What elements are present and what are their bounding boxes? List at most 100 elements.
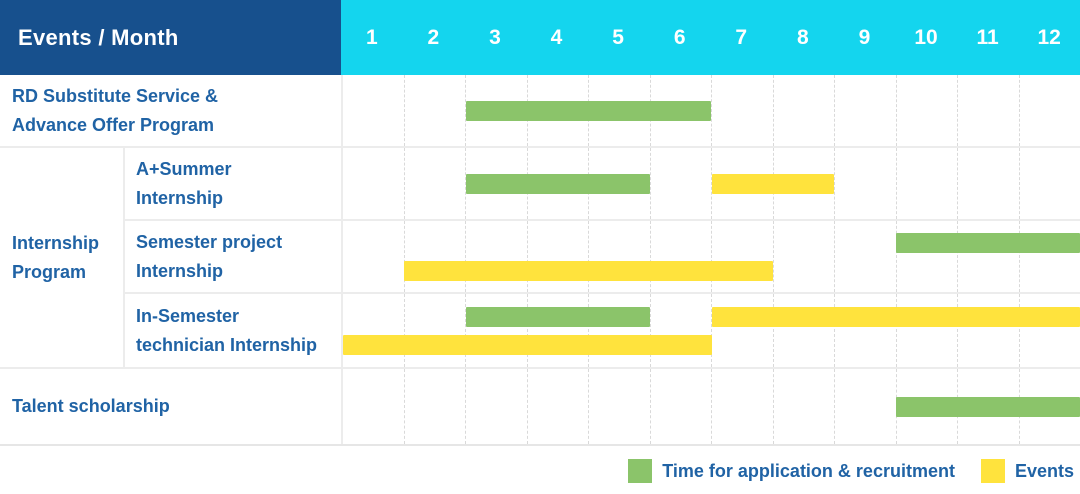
table-header-row: Events / Month 1 2 3 4 5 6 7 8 9 10 11 12 — [0, 0, 1080, 75]
bar-application — [895, 232, 1080, 253]
month-header-11: 11 — [976, 25, 999, 49]
legend-item-application: Time for application & recruitment — [628, 459, 955, 483]
group-label-internship-program: Internship Program — [0, 148, 125, 367]
row-label-line: Internship — [136, 260, 224, 281]
row-chart-area-in-semester-technician-internship — [341, 294, 1080, 367]
month-gridline — [835, 148, 897, 219]
table-row-semester-project-internship: Semester project Internship — [125, 221, 1080, 294]
bar-line — [343, 306, 1080, 327]
bar-event — [711, 306, 1080, 327]
month-grid — [343, 221, 1080, 292]
month-gridline — [958, 148, 1020, 219]
bar-application — [465, 173, 651, 194]
legend-label-application: Time for application & recruitment — [662, 460, 955, 481]
legend-swatch-application — [628, 459, 653, 483]
month-gridline — [774, 221, 835, 292]
row-label-talent-scholarship: Talent scholarship — [0, 369, 341, 444]
bar-application — [465, 100, 712, 121]
month-header-3: 3 — [489, 25, 501, 49]
month-gridline — [897, 294, 958, 367]
row-label-line: Talent scholarship — [12, 396, 170, 416]
bar-lines — [343, 148, 1080, 219]
month-header-4: 4 — [550, 25, 563, 49]
month-gridline — [712, 369, 774, 444]
month-gridline — [712, 221, 774, 292]
month-gridline — [835, 75, 897, 146]
month-header-7: 7 — [735, 25, 748, 49]
bar-event — [711, 173, 835, 194]
bar-application — [895, 396, 1080, 417]
bar-line — [343, 100, 1080, 121]
events-month-header-cell: Events / Month — [0, 0, 341, 75]
month-gridline — [343, 148, 405, 219]
bar-lines — [343, 75, 1080, 146]
month-gridline — [528, 369, 589, 444]
month-header-strip: 1 2 3 4 5 6 7 8 9 10 11 12 — [341, 0, 1080, 75]
group-label-line: Internship — [12, 232, 100, 253]
month-gridline — [651, 221, 712, 292]
month-gridline — [343, 221, 405, 292]
month-gridline — [835, 294, 897, 367]
month-gridline — [466, 221, 528, 292]
month-gridline — [405, 221, 466, 292]
month-gridline — [651, 369, 712, 444]
bar-line — [343, 334, 1080, 355]
row-label-line: RD Substitute Service & — [12, 85, 219, 106]
month-gridline — [774, 148, 835, 219]
month-header-8: 8 — [796, 25, 809, 49]
row-label-line: Internship — [136, 187, 224, 208]
row-label-line: A+Summer — [136, 158, 232, 179]
row-label-in-semester-technician-internship: In-Semester technician Internship — [125, 294, 341, 367]
month-gridline — [528, 294, 589, 367]
month-gridline — [774, 369, 835, 444]
month-gridline — [466, 369, 528, 444]
month-header-1: 1 — [365, 25, 378, 49]
month-gridline — [897, 75, 958, 146]
row-chart-area-a-plus-summer-internship — [341, 148, 1080, 219]
legend: Time for application & recruitment Events — [628, 459, 1074, 483]
table-rowgroup-internship-program: Internship Program A+Summer Internship Semes… — [0, 148, 1080, 369]
bar-lines — [343, 369, 1080, 444]
bar-application — [465, 306, 651, 327]
month-gridline — [405, 148, 466, 219]
bar-event — [343, 334, 712, 355]
legend-swatch-event — [980, 459, 1005, 483]
month-gridline — [712, 75, 774, 146]
row-label-line: Advance Offer Program — [12, 114, 215, 135]
month-header-9: 9 — [858, 25, 871, 49]
month-grid — [343, 294, 1080, 367]
month-gridline — [589, 221, 651, 292]
row-label-line: technician Internship — [136, 334, 318, 355]
month-gridline — [528, 221, 589, 292]
table-row-rd-substitute-service: RD Substitute Service & Advance Offer Pro… — [0, 75, 1080, 148]
month-gridline — [774, 294, 835, 367]
month-gridline — [712, 294, 774, 367]
month-gridline — [405, 369, 466, 444]
gantt-table-body: RD Substitute Service & Advance Offer Pro… — [0, 75, 1080, 446]
bar-line — [343, 173, 1080, 194]
table-row-a-plus-summer-internship: A+Summer Internship — [125, 148, 1080, 221]
month-gridline — [405, 75, 466, 146]
table-row-in-semester-technician-internship: In-Semester technician Internship — [125, 294, 1080, 367]
month-gridline — [343, 369, 405, 444]
bar-lines — [343, 221, 1080, 292]
month-header-10: 10 — [914, 25, 938, 49]
bar-line — [343, 396, 1080, 417]
row-label-line: Semester project — [136, 231, 283, 252]
month-header-5: 5 — [612, 25, 624, 49]
month-gridline — [774, 75, 835, 146]
month-header-12: 12 — [1037, 25, 1061, 49]
month-gridline — [958, 221, 1020, 292]
legend-item-event: Events — [980, 459, 1074, 483]
row-label-a-plus-summer-internship: A+Summer Internship — [125, 148, 341, 219]
month-gridline — [897, 221, 958, 292]
month-gridline — [651, 75, 712, 146]
month-gridline — [589, 369, 651, 444]
row-label-line: In-Semester — [136, 305, 240, 326]
bar-line — [343, 232, 1080, 253]
row-chart-area-talent-scholarship — [341, 369, 1080, 444]
month-gridline — [343, 75, 405, 146]
month-gridline — [589, 294, 651, 367]
row-label-semester-project-internship: Semester project Internship — [125, 221, 341, 292]
